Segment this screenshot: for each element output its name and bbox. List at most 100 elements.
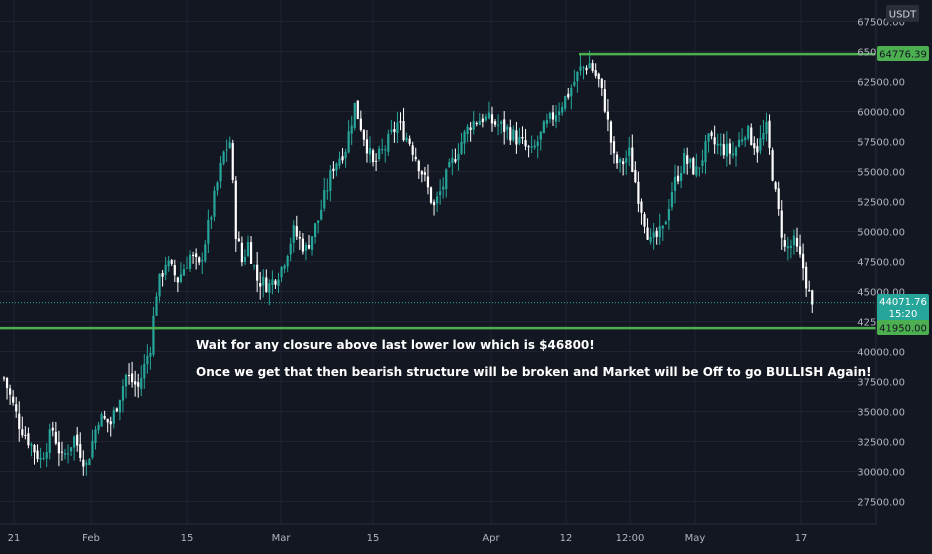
candle-body <box>359 118 362 131</box>
price-tick-label: 32500.00 <box>857 438 905 449</box>
candle-body <box>643 214 646 227</box>
candle-body <box>463 131 466 144</box>
candle-body <box>750 127 753 145</box>
time-tick-label: 17 <box>795 533 808 544</box>
annotation-line-1: Wait for any closure above last lower lo… <box>196 338 595 352</box>
candle-body <box>500 121 503 124</box>
candle-body <box>317 220 320 223</box>
price-tick-label: 35000.00 <box>857 408 905 419</box>
candle-body <box>100 414 103 427</box>
candle-body <box>554 115 558 122</box>
candle-body <box>332 168 335 172</box>
candle-body <box>91 440 94 458</box>
candle-body <box>673 176 677 191</box>
candle-body <box>707 133 710 142</box>
candle-body <box>649 237 652 242</box>
time-tick-label: May <box>685 533 706 544</box>
candle-body <box>124 375 128 387</box>
time-tick-label: 15 <box>367 533 380 544</box>
candle-body <box>664 221 667 225</box>
candle-body <box>558 111 561 115</box>
annotation-line-2: Once we get that then bearish structure … <box>196 365 872 379</box>
candle-body <box>198 257 201 263</box>
candle-body <box>625 157 628 163</box>
time-tick-label: 21 <box>8 533 21 544</box>
candle-body <box>286 256 289 267</box>
candle-body <box>295 226 298 237</box>
high-level-tag-text: 64776.39 <box>879 50 927 61</box>
candle-body <box>283 265 286 269</box>
candle-body <box>631 147 634 173</box>
candle-body <box>405 137 408 141</box>
candles <box>2 50 814 476</box>
candle-body <box>106 418 109 423</box>
candle-body <box>771 150 774 181</box>
candle-body <box>338 158 341 166</box>
candle-body <box>753 143 756 149</box>
candle-body <box>515 130 518 145</box>
candle-body <box>439 191 442 196</box>
candle-body <box>661 225 664 229</box>
candle-body <box>70 447 73 452</box>
candle-body <box>66 453 70 455</box>
candle-body <box>368 147 372 155</box>
candle-body <box>676 175 680 182</box>
low-level-price-tag: 41950.00 <box>877 320 929 335</box>
candle-body <box>54 431 57 444</box>
candle-body <box>658 226 661 238</box>
candle-body <box>399 121 402 123</box>
candle-body <box>298 236 301 239</box>
candle-body <box>692 158 695 175</box>
candle-body <box>744 137 747 141</box>
candle-body <box>164 264 167 275</box>
last-price-text: 44071.76 <box>879 297 927 308</box>
currency-badge[interactable]: USDT <box>886 5 919 22</box>
candle-body <box>378 148 381 160</box>
candle-body <box>9 388 12 395</box>
candle-body <box>253 265 256 267</box>
candle-body <box>451 157 454 164</box>
candle-body <box>170 260 173 264</box>
candle-body <box>539 131 542 140</box>
candle-body <box>97 424 100 431</box>
candle-body <box>192 254 195 256</box>
candle-body <box>365 139 369 154</box>
candle-body <box>484 116 487 121</box>
candle-body <box>417 160 420 172</box>
candle-body <box>704 141 707 163</box>
candle-body <box>548 112 552 119</box>
time-axis[interactable]: 21 Feb 15 Mar 15 Apr 12 12:00 May 17 <box>8 533 808 544</box>
candle-body <box>481 118 484 123</box>
candle-body <box>179 274 182 283</box>
candle-body <box>521 136 524 139</box>
time-tick-label: Mar <box>272 533 292 544</box>
candle-body <box>63 453 67 455</box>
candle-body <box>384 149 387 151</box>
candle-body <box>725 143 728 157</box>
candle-body <box>640 201 643 213</box>
candle-body <box>271 279 274 286</box>
candle-body <box>259 283 262 287</box>
candle-body <box>503 119 506 132</box>
price-tick-label: 67500.00 <box>857 18 905 29</box>
candle-body <box>249 242 253 264</box>
price-tick-label: 50000.00 <box>857 228 905 239</box>
candle-body <box>737 139 741 147</box>
candle-body <box>225 149 228 151</box>
price-tick-label: 55000.00 <box>857 168 905 179</box>
price-tick-label: 37500.00 <box>857 378 905 389</box>
candle-body <box>173 265 176 276</box>
candle-body <box>234 180 237 240</box>
candle-body <box>603 89 606 112</box>
candle-body <box>146 355 149 365</box>
candle-body <box>82 459 85 467</box>
candle-body <box>12 396 15 403</box>
candle-body <box>628 147 631 157</box>
candle-body <box>341 156 344 161</box>
candle-body <box>573 81 576 86</box>
candle-body <box>176 277 179 283</box>
candle-body <box>466 126 469 134</box>
candle-body <box>5 378 9 388</box>
